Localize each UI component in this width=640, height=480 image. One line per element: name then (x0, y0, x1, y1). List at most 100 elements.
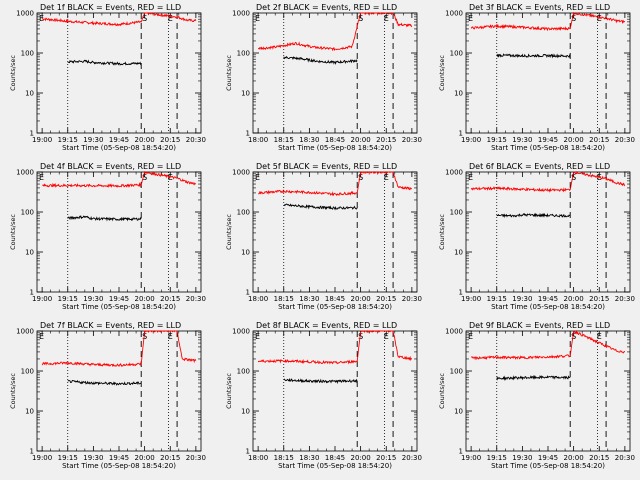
corner-marker-label: E (468, 332, 473, 341)
x-tick-label: 20:15 (376, 136, 396, 144)
y-tick-label: 10 (25, 408, 34, 416)
x-tick-label: 19:15 (487, 454, 507, 462)
lld-series-line (41, 330, 197, 368)
events-series-line (283, 203, 358, 211)
x-axis-label: Start Time (05-Sep-08 18:54:20) (278, 144, 392, 152)
event-marker-label: E (384, 173, 389, 182)
event-marker-label: E (597, 332, 602, 341)
x-tick-label: 19:15 (58, 136, 78, 144)
lld-series-line (470, 11, 626, 32)
x-tick-label: 20:30 (402, 295, 422, 303)
x-tick-label: 19:45 (538, 136, 558, 144)
x-tick-label: 20:00 (564, 295, 584, 303)
corner-marker-label: E (39, 173, 44, 182)
detector-panel: Det 6f BLACK = Events, RED = LLD 1 10 100 10… (438, 162, 635, 311)
y-axis-label: Counts/sec (9, 214, 17, 250)
x-tick-label: 20:00 (135, 136, 155, 144)
y-tick-label: 100 (237, 368, 250, 376)
plot-frame (465, 330, 631, 452)
y-axis-label: Counts/sec (225, 214, 233, 250)
x-tick-label: 19:30 (83, 136, 103, 144)
x-tick-label: 20:15 (589, 454, 609, 462)
y-tick-label: 10 (241, 249, 250, 257)
x-tick-label: 19:30 (512, 295, 532, 303)
corner-marker-label: E (255, 173, 260, 182)
x-tick-label: 19:15 (487, 295, 507, 303)
x-tick-label: 20:15 (589, 136, 609, 144)
x-tick-label: 19:00 (32, 454, 52, 462)
x-tick-label: 18:45 (325, 136, 345, 144)
x-axis-label: Start Time (05-Sep-08 18:54:20) (491, 462, 605, 470)
corner-marker-label: E (39, 332, 44, 341)
x-tick-label: 18:00 (248, 136, 268, 144)
y-tick-label: 10 (241, 408, 250, 416)
y-axis-label: Counts/sec (438, 214, 446, 250)
x-tick-label: 19:00 (461, 136, 481, 144)
x-tick-label: 20:30 (402, 454, 422, 462)
x-tick-label: 19:15 (487, 136, 507, 144)
x-tick-label: 18:00 (248, 454, 268, 462)
x-tick-label: 18:45 (325, 454, 345, 462)
y-axis-label: Counts/sec (9, 373, 17, 409)
plot-frame (36, 12, 202, 134)
lld-series-line (258, 171, 412, 197)
x-tick-label: 20:30 (615, 295, 635, 303)
y-tick-label: 1000 (445, 10, 463, 18)
x-tick-label: 20:00 (351, 136, 371, 144)
x-tick-label: 18:30 (299, 136, 319, 144)
x-tick-label: 20:30 (615, 136, 635, 144)
x-axis-label: Start Time (05-Sep-08 18:54:20) (62, 303, 176, 311)
x-tick-label: 20:30 (186, 136, 206, 144)
detector-panel: Det 9f BLACK = Events, RED = LLD 1 10 100 10… (438, 321, 635, 470)
detector-panel: Det 2f BLACK = Events, RED = LLD 1 10 100 10… (225, 3, 422, 152)
event-marker-label: S (142, 14, 147, 23)
event-marker-label: S (571, 14, 576, 23)
y-tick-label: 100 (450, 209, 463, 217)
y-tick-label: 1 (246, 289, 250, 297)
event-marker-label: S (358, 14, 363, 23)
event-marker-label: S (358, 173, 363, 182)
x-tick-label: 19:45 (538, 295, 558, 303)
y-axis-label: Counts/sec (225, 55, 233, 91)
y-tick-label: 10 (25, 249, 34, 257)
plot-frame (36, 330, 202, 452)
x-tick-label: 18:45 (325, 295, 345, 303)
y-tick-label: 1 (459, 289, 463, 297)
x-tick-label: 20:15 (376, 454, 396, 462)
corner-marker-label: E (468, 14, 473, 23)
lld-series-line (257, 330, 413, 365)
lld-series-line (258, 12, 413, 52)
x-tick-label: 20:00 (351, 454, 371, 462)
y-tick-label: 10 (241, 90, 250, 98)
events-series-line (496, 212, 571, 219)
y-tick-label: 10 (25, 90, 34, 98)
y-tick-label: 1000 (232, 10, 250, 18)
y-tick-label: 1000 (16, 328, 34, 336)
x-axis-label: Start Time (05-Sep-08 18:54:20) (491, 303, 605, 311)
x-tick-label: 20:15 (160, 295, 180, 303)
plot-frame (252, 330, 418, 452)
x-tick-label: 20:15 (589, 295, 609, 303)
x-tick-label: 19:30 (512, 454, 532, 462)
y-tick-label: 10 (454, 408, 463, 416)
events-series-line (67, 379, 142, 386)
x-tick-label: 20:00 (135, 295, 155, 303)
y-tick-label: 100 (450, 50, 463, 58)
x-axis-label: Start Time (05-Sep-08 18:54:20) (62, 144, 176, 152)
panel-title: Det 7f BLACK = Events, RED = LLD (40, 321, 181, 330)
x-tick-label: 20:30 (186, 295, 206, 303)
events-series-line (67, 59, 142, 66)
corner-marker-label: E (255, 332, 260, 341)
detector-panel: Det 1f BLACK = Events, RED = LLD 1 10 100 10… (9, 3, 206, 152)
detector-panel: Det 3f BLACK = Events, RED = LLD 1 10 100 10… (438, 3, 635, 152)
corner-marker-label: E (255, 14, 260, 23)
panel-title: Det 5f BLACK = Events, RED = LLD (256, 162, 397, 171)
event-marker-label: E (384, 332, 389, 341)
panel-title: Det 1f BLACK = Events, RED = LLD (40, 3, 181, 12)
x-tick-label: 19:30 (512, 136, 532, 144)
y-tick-label: 1 (459, 130, 463, 138)
event-marker-label: S (142, 173, 147, 182)
x-tick-label: 20:30 (402, 136, 422, 144)
y-tick-label: 1000 (16, 10, 34, 18)
x-tick-label: 19:00 (32, 136, 52, 144)
